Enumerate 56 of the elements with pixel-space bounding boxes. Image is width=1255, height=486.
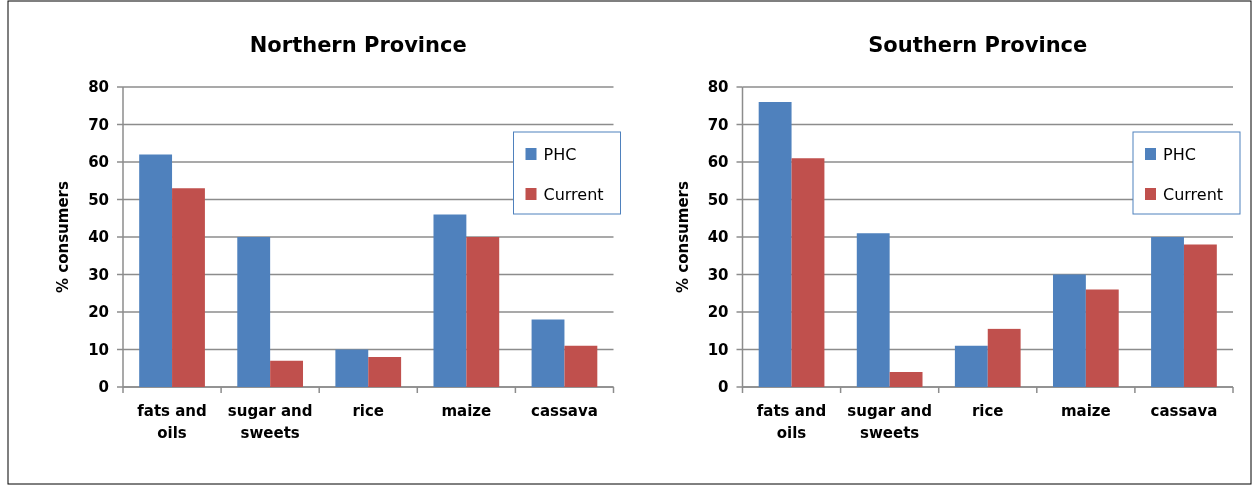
legend-label: PHC [543, 144, 577, 164]
x-tick-label: rice [352, 402, 385, 420]
bar [466, 237, 500, 387]
y-axis-title: % consumers [673, 181, 692, 293]
bar [889, 372, 923, 387]
x-tick-label: rice [971, 402, 1004, 420]
y-tick-label: 30 [707, 265, 729, 284]
x-tick-label: fats and oils [756, 402, 827, 442]
bar [335, 349, 369, 387]
bar [172, 188, 205, 387]
bar [368, 357, 402, 387]
y-tick-label: 50 [88, 190, 109, 209]
y-tick-label: 0 [718, 378, 729, 397]
x-tick-label: maize [441, 402, 492, 420]
y-tick-label: 60 [707, 153, 729, 172]
bar [564, 345, 598, 387]
x-tick-label: cassava [531, 402, 598, 420]
x-tick-label: cassava [1150, 402, 1218, 420]
bar [791, 158, 825, 387]
legend-label: Current [543, 184, 604, 204]
legend-label: Current [1163, 184, 1224, 204]
x-tick-label: fats and oils [137, 402, 207, 442]
y-tick-label: 50 [707, 190, 729, 209]
bar [1183, 244, 1217, 387]
chart-title: Southern Province [868, 33, 1088, 57]
bar [531, 319, 565, 387]
y-tick-label: 80 [88, 78, 109, 97]
y-tick-label: 0 [98, 378, 109, 397]
x-tick-label: sugar and sweets [847, 402, 932, 442]
bar [270, 360, 304, 387]
y-tick-label: 10 [707, 340, 729, 359]
x-tick-label: maize [1060, 402, 1111, 420]
y-axis-title: % consumers [54, 181, 72, 293]
chart-title: Northern Province [249, 33, 467, 57]
y-tick-label: 10 [88, 340, 109, 359]
bar [433, 214, 467, 387]
y-tick-label: 30 [88, 265, 109, 284]
y-tick-label: 70 [88, 115, 109, 134]
y-tick-label: 40 [88, 228, 109, 247]
bar [1151, 237, 1184, 387]
bar [954, 345, 988, 387]
bar [1052, 274, 1086, 387]
bar [1085, 289, 1119, 387]
y-tick-label: 70 [707, 115, 729, 134]
y-tick-label: 40 [707, 228, 729, 247]
bar [856, 233, 890, 387]
y-tick-label: 60 [88, 153, 109, 172]
bar [987, 328, 1021, 387]
bar [139, 154, 173, 387]
legend-label: PHC [1163, 144, 1196, 164]
y-tick-label: 20 [707, 303, 729, 322]
bar [237, 237, 271, 387]
bar [758, 102, 792, 387]
y-tick-label: 80 [707, 78, 729, 97]
x-tick-label: sugar and sweets [227, 402, 313, 442]
y-tick-label: 20 [88, 303, 109, 322]
